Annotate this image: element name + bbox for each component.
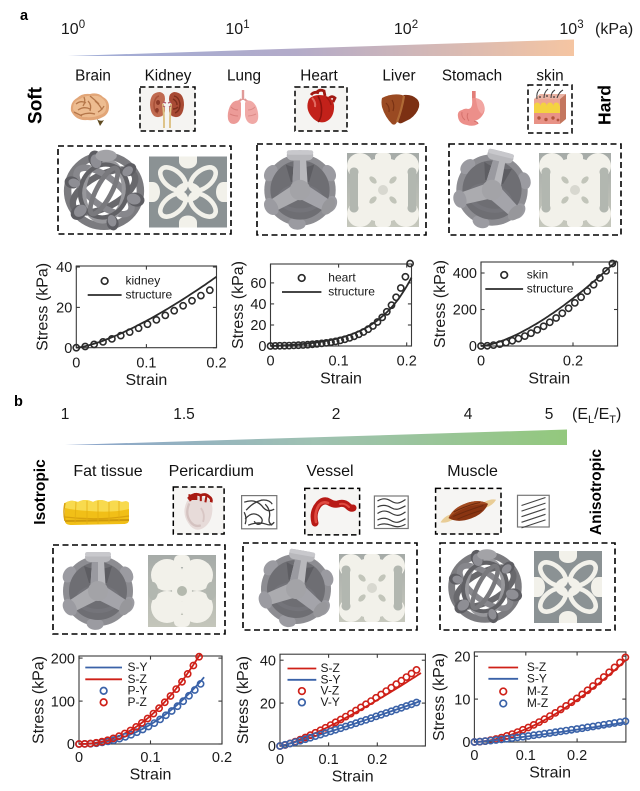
svg-text:S-Y: S-Y xyxy=(128,660,148,674)
svg-text:0.2: 0.2 xyxy=(206,355,226,371)
svg-text:0.1: 0.1 xyxy=(140,750,160,766)
svg-text:100: 100 xyxy=(51,694,75,710)
svg-text:4: 4 xyxy=(464,406,473,423)
svg-text:20: 20 xyxy=(454,649,470,665)
svg-text:5: 5 xyxy=(545,406,554,423)
svg-text:0: 0 xyxy=(470,748,478,764)
svg-text:a: a xyxy=(20,8,29,24)
svg-text:Pericardium: Pericardium xyxy=(169,463,254,480)
svg-text:S-Z: S-Z xyxy=(321,661,340,675)
svg-text:60: 60 xyxy=(250,276,266,292)
svg-text:V-Z: V-Z xyxy=(321,684,340,698)
svg-text:1: 1 xyxy=(61,406,70,423)
svg-text:skin: skin xyxy=(527,268,548,282)
svg-text:Heart: Heart xyxy=(300,68,338,85)
svg-text:Strain: Strain xyxy=(320,370,362,387)
svg-text:0: 0 xyxy=(268,739,276,755)
svg-text:0.1: 0.1 xyxy=(136,355,156,371)
svg-text:Strain: Strain xyxy=(528,370,570,387)
svg-text:0: 0 xyxy=(258,339,266,355)
svg-text:200: 200 xyxy=(453,303,477,319)
svg-text:V-Y: V-Y xyxy=(321,695,340,709)
svg-text:0.2: 0.2 xyxy=(397,354,417,370)
svg-text:40: 40 xyxy=(260,653,276,669)
svg-text:0: 0 xyxy=(469,339,477,355)
svg-text:Strain: Strain xyxy=(529,765,571,782)
svg-text:Vessel: Vessel xyxy=(306,463,353,480)
svg-text:Kidney: Kidney xyxy=(145,68,192,85)
svg-text:1.5: 1.5 xyxy=(173,406,195,423)
svg-text:0: 0 xyxy=(266,354,274,370)
svg-text:Stomach: Stomach xyxy=(442,68,502,85)
svg-text:10: 10 xyxy=(454,692,470,708)
svg-text:20: 20 xyxy=(260,696,276,712)
svg-text:0: 0 xyxy=(477,354,485,370)
svg-text:0.1: 0.1 xyxy=(516,748,536,764)
svg-text:M-Z: M-Z xyxy=(527,684,548,698)
svg-text:0: 0 xyxy=(75,750,83,766)
svg-text:0: 0 xyxy=(462,735,470,751)
svg-text:20: 20 xyxy=(250,318,266,334)
svg-text:Fat tissue: Fat tissue xyxy=(73,463,142,480)
svg-text:Muscle: Muscle xyxy=(447,463,498,480)
svg-text:0: 0 xyxy=(276,752,284,768)
svg-text:kidney: kidney xyxy=(126,274,161,288)
svg-text:Strain: Strain xyxy=(332,769,374,786)
svg-text:structure: structure xyxy=(126,288,173,302)
svg-text:Anisotropic: Anisotropic xyxy=(588,449,605,535)
svg-text:0: 0 xyxy=(72,355,80,371)
svg-text:0.2: 0.2 xyxy=(563,354,583,370)
svg-text:0.1: 0.1 xyxy=(319,752,339,768)
svg-text:20: 20 xyxy=(56,301,72,317)
svg-text:0: 0 xyxy=(64,341,72,357)
svg-text:P-Z: P-Z xyxy=(128,695,147,709)
svg-text:structure: structure xyxy=(328,285,375,299)
svg-text:Isotropic: Isotropic xyxy=(32,459,49,525)
svg-text:Stress (kPa): Stress (kPa) xyxy=(432,260,449,348)
svg-text:Strain: Strain xyxy=(126,372,168,389)
svg-text:(EL/ET): (EL/ET) xyxy=(572,406,621,426)
svg-text:structure: structure xyxy=(527,282,574,296)
svg-text:Stress (kPa): Stress (kPa) xyxy=(31,656,48,744)
svg-text:S-Y: S-Y xyxy=(321,672,341,686)
svg-text:P-Y: P-Y xyxy=(128,683,148,697)
svg-text:skin: skin xyxy=(536,68,563,85)
svg-text:(kPa): (kPa) xyxy=(595,21,633,38)
svg-text:b: b xyxy=(14,394,23,410)
svg-text:Stress (kPa): Stress (kPa) xyxy=(35,263,52,351)
svg-text:2: 2 xyxy=(332,406,341,423)
svg-text:Strain: Strain xyxy=(130,767,172,784)
svg-text:M-Z: M-Z xyxy=(527,696,548,710)
svg-text:0: 0 xyxy=(67,737,75,753)
svg-text:Brain: Brain xyxy=(75,68,111,85)
svg-text:0.2: 0.2 xyxy=(212,750,232,766)
svg-text:Lung: Lung xyxy=(227,68,261,85)
svg-text:S-Z: S-Z xyxy=(128,672,147,686)
svg-text:0.2: 0.2 xyxy=(367,752,387,768)
svg-text:S-Y: S-Y xyxy=(527,671,547,685)
svg-text:Stress (kPa): Stress (kPa) xyxy=(431,653,448,741)
svg-text:200: 200 xyxy=(51,651,75,667)
svg-text:40: 40 xyxy=(250,297,266,313)
svg-text:Liver: Liver xyxy=(382,68,415,85)
svg-text:0.2: 0.2 xyxy=(567,748,587,764)
svg-text:Soft: Soft xyxy=(26,86,47,124)
svg-text:40: 40 xyxy=(56,260,72,276)
svg-text:400: 400 xyxy=(453,266,477,282)
svg-text:Stress (kPa): Stress (kPa) xyxy=(235,656,252,744)
svg-text:0.1: 0.1 xyxy=(329,354,349,370)
svg-text:Hard: Hard xyxy=(595,85,615,125)
svg-text:heart: heart xyxy=(328,271,356,285)
svg-text:S-Z: S-Z xyxy=(527,660,546,674)
svg-text:Stress (kPa): Stress (kPa) xyxy=(230,261,247,349)
